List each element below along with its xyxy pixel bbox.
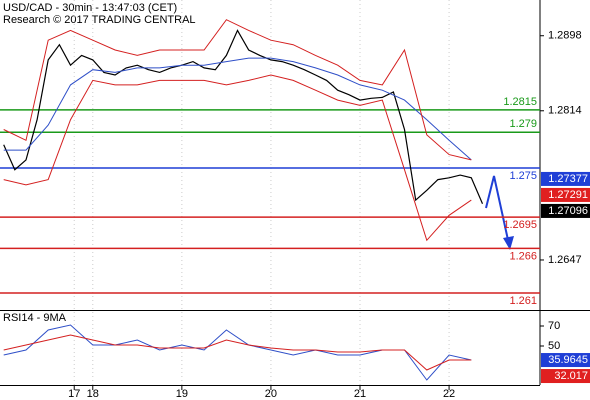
price-marker <box>541 187 590 202</box>
price-marker <box>541 171 590 186</box>
level-label: 1.2815 <box>503 96 537 108</box>
x-tick-label: 17 <box>68 388 80 400</box>
price-marker-label: 1.27377 <box>548 173 588 185</box>
forecast-arrow <box>485 175 514 250</box>
x-tick-label: 20 <box>265 388 277 400</box>
level-label: 1.275 <box>509 170 537 182</box>
price-marker-label: 32.017 <box>554 370 588 382</box>
x-tick-label: 21 <box>354 388 366 400</box>
x-tick-label: 19 <box>176 388 188 400</box>
price-marker-label: 1.27096 <box>548 205 588 217</box>
series-line <box>3 57 472 161</box>
pane-title: RSI14 - 9MA <box>3 312 67 324</box>
level-label: 1.279 <box>509 118 537 130</box>
y-tick-label: 1.2898 <box>548 30 582 42</box>
price-marker-label: 35.9645 <box>548 354 588 366</box>
x-tick-label: 22 <box>443 388 455 400</box>
y-tick-label: 70 <box>548 320 560 332</box>
price-marker <box>541 203 590 218</box>
x-tick-label: 18 <box>87 388 99 400</box>
y-tick-label: 50 <box>548 340 560 352</box>
y-tick-label: 1.2814 <box>548 105 582 117</box>
price-marker-label: 1.27291 <box>548 189 588 201</box>
level-label: 1.266 <box>509 250 537 262</box>
chart-subtitle: Research © 2017 TRADING CENTRAL <box>3 14 196 26</box>
price-marker <box>541 369 590 384</box>
chart-title: USD/CAD - 30min - 13:47:03 (CET) <box>3 2 177 14</box>
series-line <box>3 29 484 204</box>
level-label: 1.2695 <box>503 219 537 231</box>
y-tick-label: 1.2647 <box>548 254 582 266</box>
series-line <box>3 334 472 371</box>
price-marker <box>541 353 590 368</box>
series-line <box>3 19 472 161</box>
arrow-head <box>503 236 514 250</box>
arrow-line <box>485 175 509 241</box>
level-label: 1.261 <box>509 295 537 307</box>
series-line <box>3 74 472 242</box>
